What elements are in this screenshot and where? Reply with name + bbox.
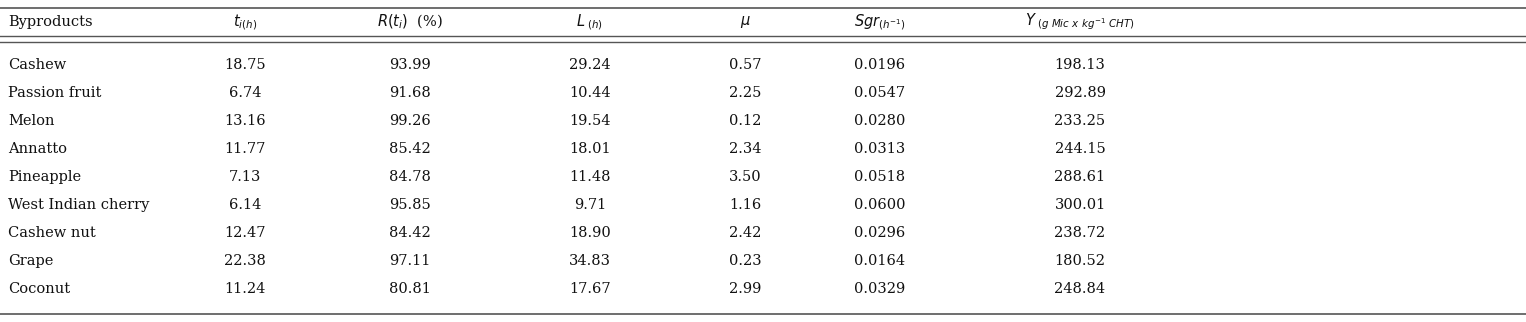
Text: $t_{i(h)}$: $t_{i(h)}$ [233,12,256,32]
Text: 7.13: 7.13 [229,170,261,184]
Text: 2.99: 2.99 [729,282,761,296]
Text: 300.01: 300.01 [1054,198,1106,212]
Text: 84.42: 84.42 [389,226,430,240]
Text: West Indian cherry: West Indian cherry [8,198,150,212]
Text: 18.01: 18.01 [569,142,610,156]
Text: 9.71: 9.71 [574,198,606,212]
Text: 13.16: 13.16 [224,114,266,128]
Text: 2.42: 2.42 [729,226,761,240]
Text: 97.11: 97.11 [389,254,430,268]
Text: $Sgr_{(h^{-1})}$: $Sgr_{(h^{-1})}$ [855,12,906,32]
Text: 244.15: 244.15 [1054,142,1105,156]
Text: 238.72: 238.72 [1054,226,1105,240]
Text: Coconut: Coconut [8,282,70,296]
Text: 0.0313: 0.0313 [855,142,905,156]
Text: 233.25: 233.25 [1054,114,1105,128]
Text: 292.89: 292.89 [1054,86,1105,100]
Text: Byproducts: Byproducts [8,15,93,29]
Text: $L_{\ (h)}$: $L_{\ (h)}$ [577,12,603,32]
Text: 99.26: 99.26 [389,114,430,128]
Text: Pineapple: Pineapple [8,170,81,184]
Text: 11.77: 11.77 [224,142,266,156]
Text: Grape: Grape [8,254,53,268]
Text: 6.14: 6.14 [229,198,261,212]
Text: Passion fruit: Passion fruit [8,86,101,100]
Text: $R(t_i)$  (%): $R(t_i)$ (%) [377,13,443,31]
Text: 288.61: 288.61 [1054,170,1105,184]
Text: 6.74: 6.74 [229,86,261,100]
Text: 0.0518: 0.0518 [855,170,905,184]
Text: 85.42: 85.42 [389,142,430,156]
Text: $Y_{\ (g\ Mic\ x\ kg^{-1}\ CHT)}$: $Y_{\ (g\ Mic\ x\ kg^{-1}\ CHT)}$ [1025,12,1135,32]
Text: 18.75: 18.75 [224,58,266,72]
Text: 17.67: 17.67 [569,282,610,296]
Text: Cashew nut: Cashew nut [8,226,96,240]
Text: 0.0600: 0.0600 [855,198,906,212]
Text: 80.81: 80.81 [389,282,430,296]
Text: 11.48: 11.48 [569,170,610,184]
Text: 0.57: 0.57 [729,58,761,72]
Text: 2.34: 2.34 [729,142,761,156]
Text: 10.44: 10.44 [569,86,610,100]
Text: 198.13: 198.13 [1054,58,1105,72]
Text: 0.0280: 0.0280 [855,114,906,128]
Text: 12.47: 12.47 [224,226,266,240]
Text: 22.38: 22.38 [224,254,266,268]
Text: 248.84: 248.84 [1054,282,1105,296]
Text: 180.52: 180.52 [1054,254,1105,268]
Text: 34.83: 34.83 [569,254,610,268]
Text: 0.0196: 0.0196 [855,58,905,72]
Text: 3.50: 3.50 [729,170,761,184]
Text: Annatto: Annatto [8,142,67,156]
Text: 93.99: 93.99 [389,58,430,72]
Text: 0.12: 0.12 [729,114,761,128]
Text: 0.0296: 0.0296 [855,226,905,240]
Text: 29.24: 29.24 [569,58,610,72]
Text: 11.24: 11.24 [224,282,266,296]
Text: $\mu$: $\mu$ [740,14,751,30]
Text: 18.90: 18.90 [569,226,610,240]
Text: Melon: Melon [8,114,55,128]
Text: 2.25: 2.25 [729,86,761,100]
Text: 1.16: 1.16 [729,198,761,212]
Text: 0.0547: 0.0547 [855,86,905,100]
Text: Cashew: Cashew [8,58,66,72]
Text: 95.85: 95.85 [389,198,430,212]
Text: 0.0329: 0.0329 [855,282,905,296]
Text: 0.23: 0.23 [729,254,761,268]
Text: 0.0164: 0.0164 [855,254,905,268]
Text: 91.68: 91.68 [389,86,430,100]
Text: 19.54: 19.54 [569,114,610,128]
Text: 84.78: 84.78 [389,170,430,184]
